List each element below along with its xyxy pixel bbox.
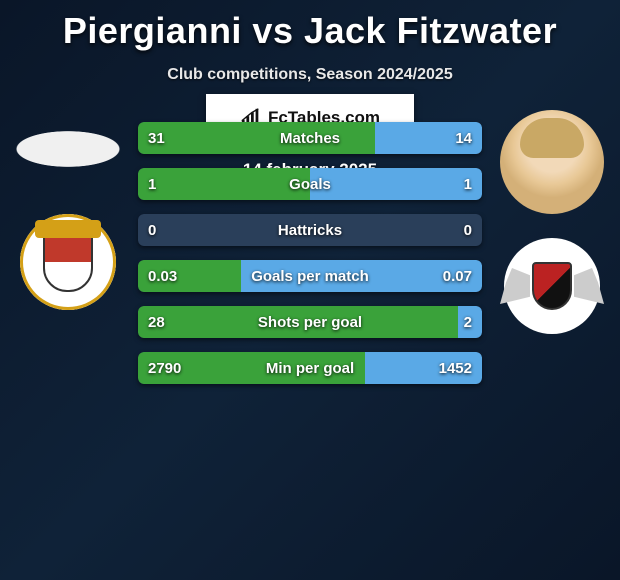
right-club-crest [504,238,600,334]
stat-row: 00Hattricks [138,214,482,246]
left-club-crest [20,214,116,310]
stats-container: 3114Matches 11Goals 00Hattricks 0.030.07Goa… [138,122,482,398]
stat-label: Goals [138,168,482,200]
right-player-column [492,110,612,334]
stat-row: 11Goals [138,168,482,200]
right-player-avatar [500,110,604,214]
page-subtitle: Club competitions, Season 2024/2025 [0,66,620,84]
left-player-avatar [16,124,120,174]
stat-label: Matches [138,122,482,154]
stat-label: Goals per match [138,260,482,292]
page-title: Piergianni vs Jack Fitzwater [0,0,620,52]
stat-row: 282Shots per goal [138,306,482,338]
stat-label: Hattricks [138,214,482,246]
stat-row: 27901452Min per goal [138,352,482,384]
stat-row: 3114Matches [138,122,482,154]
stat-row: 0.030.07Goals per match [138,260,482,292]
left-player-column [8,110,128,310]
stat-label: Min per goal [138,352,482,384]
stat-label: Shots per goal [138,306,482,338]
